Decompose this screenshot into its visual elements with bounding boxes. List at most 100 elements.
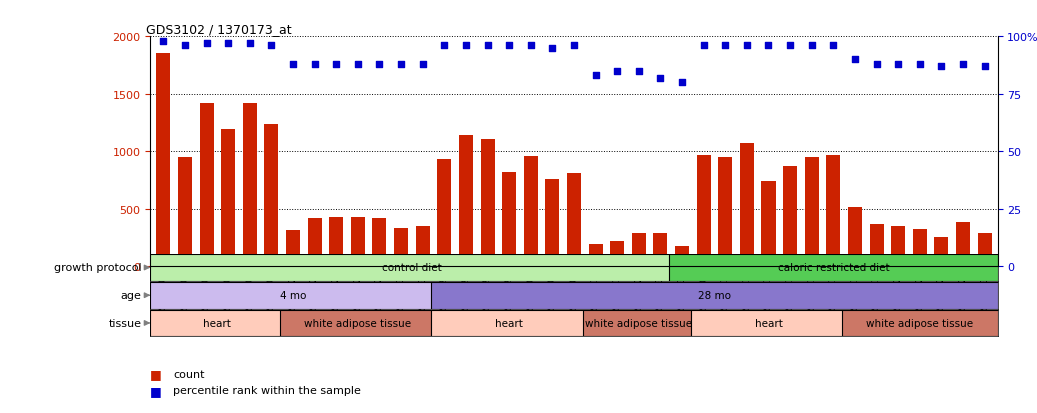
Text: growth protocol: growth protocol	[54, 263, 142, 273]
Text: heart: heart	[203, 318, 231, 328]
Point	[717, 43, 733, 50]
Bar	[178, 157, 192, 266]
Point	[436, 43, 452, 50]
Point	[587, 73, 604, 79]
Bar	[459, 136, 473, 266]
Point	[220, 41, 236, 47]
Bar	[431, 310, 587, 337]
Bar	[150, 310, 284, 337]
Point	[156, 38, 172, 45]
Bar	[524, 157, 538, 266]
Point	[630, 68, 647, 75]
Text: heart: heart	[755, 318, 783, 328]
Point	[198, 41, 215, 47]
Point	[523, 43, 539, 50]
Bar	[264, 124, 278, 266]
Bar	[848, 208, 862, 266]
Bar	[150, 282, 436, 309]
Point	[285, 62, 302, 68]
Bar	[589, 244, 602, 266]
Point	[544, 45, 561, 52]
Bar	[653, 233, 668, 266]
Point	[566, 43, 583, 50]
Point	[912, 62, 928, 68]
Point	[609, 68, 625, 75]
Bar	[978, 234, 991, 266]
Bar	[805, 157, 819, 266]
Point	[738, 43, 755, 50]
Bar	[157, 55, 170, 266]
Text: 28 mo: 28 mo	[698, 290, 731, 301]
Bar	[280, 310, 436, 337]
Point	[804, 43, 820, 50]
Bar	[956, 223, 970, 266]
Point	[933, 64, 950, 70]
Bar	[913, 230, 927, 266]
Point	[674, 80, 691, 86]
Bar	[669, 254, 998, 281]
Text: white adipose tissue: white adipose tissue	[304, 318, 412, 328]
Point	[976, 64, 992, 70]
Point	[457, 43, 474, 50]
Point	[328, 62, 344, 68]
Bar	[308, 219, 321, 266]
Bar	[150, 254, 673, 281]
Point	[825, 43, 842, 50]
Point	[652, 75, 669, 82]
Point	[349, 62, 366, 68]
Bar	[416, 226, 429, 266]
Text: tissue: tissue	[109, 318, 142, 328]
Bar	[480, 139, 495, 266]
Text: GDS3102 / 1370173_at: GDS3102 / 1370173_at	[146, 23, 291, 36]
Bar	[691, 310, 846, 337]
Bar	[783, 167, 797, 266]
Bar	[632, 234, 646, 266]
Bar	[697, 155, 710, 266]
Bar	[739, 144, 754, 266]
Bar	[502, 172, 516, 266]
Bar	[286, 231, 300, 266]
Bar	[842, 310, 998, 337]
Point	[371, 62, 388, 68]
Point	[890, 62, 906, 68]
Point	[846, 57, 863, 64]
Text: caloric restricted diet: caloric restricted diet	[778, 263, 889, 273]
Text: heart: heart	[496, 318, 523, 328]
Bar	[431, 282, 998, 309]
Point	[501, 43, 517, 50]
Bar	[761, 182, 776, 266]
Bar	[329, 218, 343, 266]
Point	[782, 43, 798, 50]
Text: age: age	[121, 290, 142, 301]
Bar	[870, 225, 884, 266]
Bar	[610, 241, 624, 266]
Text: white adipose tissue: white adipose tissue	[585, 318, 693, 328]
Point	[415, 62, 431, 68]
Bar	[372, 219, 387, 266]
Point	[955, 62, 972, 68]
Bar	[394, 228, 409, 266]
Text: count: count	[173, 369, 204, 379]
Point	[176, 43, 193, 50]
Point	[242, 41, 258, 47]
Text: percentile rank within the sample: percentile rank within the sample	[173, 385, 361, 395]
Bar	[243, 104, 257, 266]
Point	[393, 62, 410, 68]
Bar	[891, 226, 905, 266]
Bar	[583, 310, 695, 337]
Text: control diet: control diet	[382, 263, 442, 273]
Point	[479, 43, 496, 50]
Bar	[567, 173, 581, 266]
Text: ■: ■	[150, 367, 162, 380]
Point	[868, 62, 885, 68]
Bar	[438, 160, 451, 266]
Bar	[719, 157, 732, 266]
Point	[263, 43, 280, 50]
Bar	[199, 104, 214, 266]
Bar	[675, 247, 689, 266]
Text: 4 mo: 4 mo	[280, 290, 306, 301]
Text: white adipose tissue: white adipose tissue	[866, 318, 974, 328]
Point	[760, 43, 777, 50]
Bar	[826, 155, 840, 266]
Text: ■: ■	[150, 384, 162, 397]
